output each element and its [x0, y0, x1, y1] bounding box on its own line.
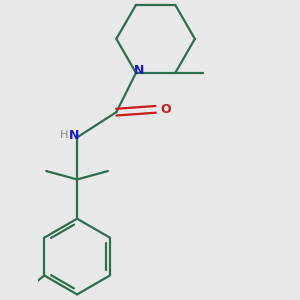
Text: N: N: [68, 130, 79, 142]
Text: N: N: [134, 64, 145, 77]
Text: H: H: [60, 130, 69, 140]
Text: O: O: [160, 103, 171, 116]
